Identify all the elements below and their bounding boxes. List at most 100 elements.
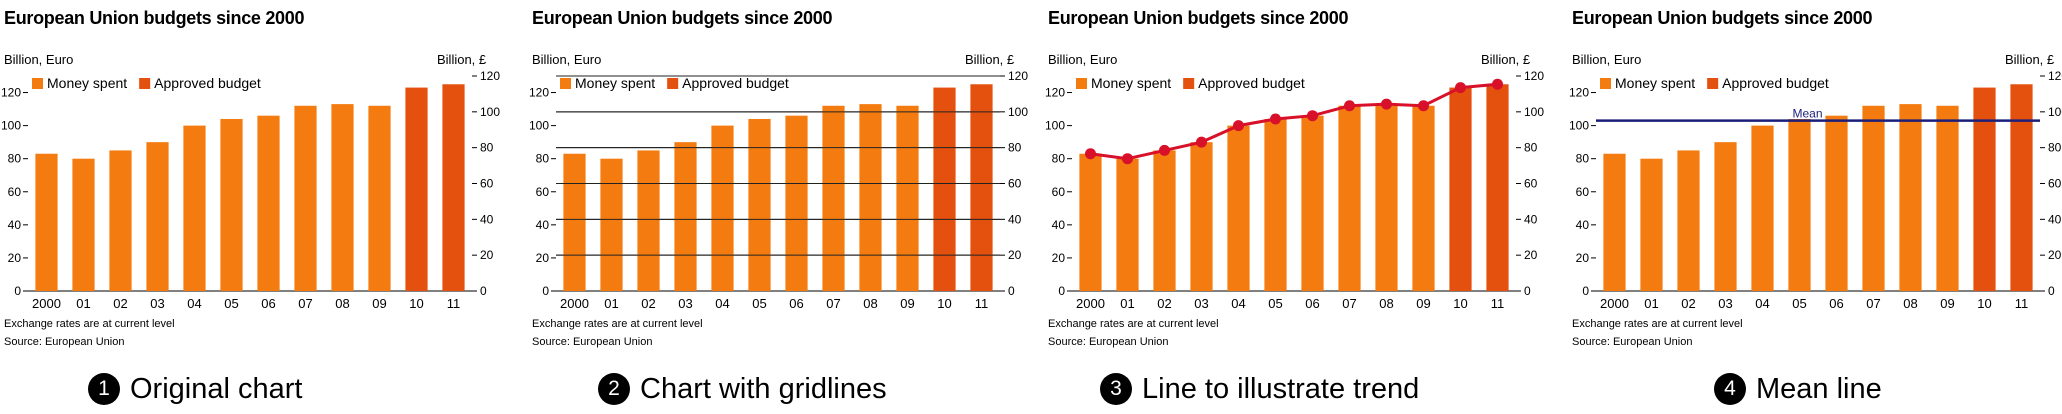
left-axis-tick-label: 100 <box>1 119 21 133</box>
trend-point <box>1455 82 1466 94</box>
left-axis-tick-label: 20 <box>1576 251 1590 265</box>
right-axis-tick-label: 60 <box>1524 177 1538 191</box>
left-axis-unit: Billion, Euro <box>1572 52 1642 67</box>
bar <box>109 150 132 291</box>
legend-swatch <box>32 78 43 89</box>
trend-point <box>1233 120 1244 132</box>
chart-panel-2: European Union budgets since 2000 Billio… <box>528 0 1038 414</box>
left-axis-tick-label: 0 <box>1582 284 1589 298</box>
bar <box>1338 105 1361 291</box>
x-axis-tick-label: 07 <box>826 296 840 311</box>
x-axis-tick-label: 06 <box>789 296 803 311</box>
left-axis-unit: Billion, Euro <box>532 52 602 67</box>
trend-point <box>1418 100 1429 112</box>
bar <box>1264 119 1287 291</box>
legend-swatch <box>1707 78 1719 89</box>
caption-number-badge: 1 <box>88 373 120 405</box>
bar <box>331 104 354 291</box>
exchange-rate-note: Exchange rates are at current level <box>4 318 175 330</box>
bar <box>1190 142 1213 291</box>
chart-panel-4: European Union budgets since 2000 Billio… <box>1568 0 2062 414</box>
bar <box>785 115 808 291</box>
right-axis-tick-label: 100 <box>1524 105 1544 119</box>
panel-caption: 3 Line to illustrate trend <box>1100 372 1419 406</box>
chart-title: European Union budgets since 2000 <box>1048 8 1349 28</box>
right-axis-tick-label: 40 <box>480 212 494 226</box>
x-axis-tick-label: 11 <box>1491 296 1505 311</box>
legend-label: Approved budget <box>682 75 789 91</box>
right-axis-tick-label: 80 <box>1524 141 1538 155</box>
x-axis-tick-label: 2000 <box>1600 296 1629 311</box>
mean-line-label: Mean <box>1792 107 1822 121</box>
x-axis-tick-label: 05 <box>1268 296 1282 311</box>
trend-point <box>1270 113 1281 125</box>
x-axis-tick-label: 06 <box>261 296 275 311</box>
right-axis-tick-label: 120 <box>480 69 500 83</box>
x-axis-tick-label: 07 <box>1342 296 1356 311</box>
right-axis-tick-label: 40 <box>2048 212 2062 226</box>
chart-plot: 0 20 40 60 80 100 120 0 20 40 60 80 100 120 2000 01 02 03… <box>1 69 500 311</box>
trend-point <box>1122 153 1133 165</box>
bar <box>1936 105 1959 291</box>
bar <box>1603 153 1626 291</box>
caption-number-badge: 2 <box>598 373 630 405</box>
bar <box>1153 150 1176 291</box>
left-axis-tick-label: 120 <box>1045 86 1065 100</box>
bar <box>1301 115 1324 291</box>
bar <box>1973 87 1996 291</box>
left-axis-tick-label: 60 <box>1576 185 1590 199</box>
panel-caption: 4 Mean line <box>1714 372 1882 406</box>
legend-swatch <box>1076 78 1087 89</box>
caption-text: Original chart <box>130 372 303 405</box>
bar <box>1449 87 1472 291</box>
bar <box>405 87 428 291</box>
bar <box>822 105 845 291</box>
right-axis-tick-label: 0 <box>2048 284 2055 298</box>
left-axis-tick-label: 100 <box>1569 119 1589 133</box>
x-axis-tick-label: 2000 <box>1076 296 1105 311</box>
x-axis-tick-label: 2000 <box>560 296 589 311</box>
x-axis-tick-label: 03 <box>150 296 164 311</box>
bar <box>146 142 169 291</box>
legend-label: Money spent <box>1091 75 1171 91</box>
legend-label: Money spent <box>575 75 655 91</box>
bar <box>2010 84 2033 291</box>
x-axis-tick-label: 06 <box>1305 296 1319 311</box>
bar <box>1375 104 1398 291</box>
x-axis-tick-label: 06 <box>1829 296 1843 311</box>
x-axis-tick-label: 01 <box>1644 296 1658 311</box>
x-axis-tick-label: 04 <box>1231 296 1245 311</box>
left-axis-unit: Billion, Euro <box>4 52 74 67</box>
bar <box>1079 153 1102 291</box>
source-note: Source: European Union <box>1048 336 1169 348</box>
right-axis-tick-label: 60 <box>1008 177 1022 191</box>
left-axis-unit: Billion, Euro <box>1048 52 1118 67</box>
bar <box>183 125 206 291</box>
bar <box>896 105 919 291</box>
caption-number-badge: 4 <box>1714 373 1746 405</box>
right-axis-unit: Billion, £ <box>1481 52 1531 67</box>
left-axis-tick-label: 60 <box>536 185 550 199</box>
bar <box>368 105 391 291</box>
legend-label: Approved budget <box>1722 75 1829 91</box>
caption-text: Mean line <box>1756 372 1882 405</box>
caption-text: Line to illustrate trend <box>1142 372 1420 405</box>
exchange-rate-note: Exchange rates are at current level <box>1572 318 1743 330</box>
x-axis-tick-label: 08 <box>863 296 877 311</box>
bar <box>1862 105 1885 291</box>
x-axis-tick-label: 07 <box>298 296 312 311</box>
legend-label: Approved budget <box>154 75 261 91</box>
right-axis-tick-label: 40 <box>1008 212 1022 226</box>
trend-point <box>1085 148 1096 160</box>
bar <box>674 142 697 291</box>
x-axis-tick-label: 05 <box>752 296 766 311</box>
chart-panel-3: European Union budgets since 2000 Billio… <box>1044 0 1554 414</box>
chart-title: European Union budgets since 2000 <box>4 8 305 28</box>
left-axis-tick-label: 120 <box>529 86 549 100</box>
x-axis-tick-label: 09 <box>1416 296 1430 311</box>
right-axis-tick-label: 60 <box>2048 177 2062 191</box>
bar <box>72 158 95 291</box>
bar <box>294 105 317 291</box>
left-axis-tick-label: 0 <box>542 284 549 298</box>
source-note: Source: European Union <box>1572 336 1693 348</box>
